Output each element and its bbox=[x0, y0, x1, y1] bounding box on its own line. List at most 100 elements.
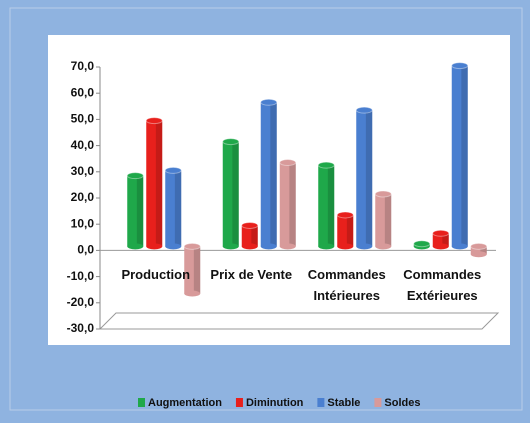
bar-bottom bbox=[279, 243, 296, 250]
bar bbox=[145, 117, 163, 250]
bar-body bbox=[241, 225, 258, 247]
bar-bottom bbox=[222, 243, 239, 250]
bar-bottom bbox=[470, 251, 487, 258]
bar-body bbox=[432, 233, 449, 247]
y-tick-label: -20,0 bbox=[67, 295, 95, 309]
bar-cap bbox=[145, 117, 163, 125]
legend-label: Soldes bbox=[384, 397, 420, 409]
bar-body bbox=[318, 165, 335, 247]
bar-shade bbox=[155, 120, 163, 247]
bar-shade bbox=[270, 102, 277, 247]
bar-shade bbox=[384, 194, 392, 247]
bar-body bbox=[127, 175, 144, 247]
bar-bottom bbox=[241, 243, 258, 250]
bar bbox=[374, 190, 392, 250]
bar-bottom bbox=[356, 243, 373, 250]
bar-body bbox=[222, 141, 239, 247]
bar-cap bbox=[126, 172, 144, 180]
bar-body bbox=[451, 65, 468, 247]
y-tick-label: 50,0 bbox=[71, 112, 95, 126]
y-tick-label: 0,0 bbox=[77, 243, 94, 257]
legend-swatch bbox=[374, 398, 382, 407]
legend-label: Diminution bbox=[246, 397, 304, 409]
bar-shade bbox=[289, 162, 296, 247]
bar-bottom bbox=[337, 243, 354, 250]
bar-body bbox=[470, 246, 487, 255]
y-tick-label: 20,0 bbox=[71, 190, 95, 204]
bar-bottom bbox=[375, 243, 392, 250]
bar bbox=[355, 106, 373, 250]
bar-cap bbox=[183, 242, 201, 250]
bar bbox=[260, 98, 278, 250]
bar-body bbox=[184, 246, 201, 294]
bar-shade bbox=[136, 175, 144, 247]
bar-cap bbox=[336, 211, 354, 219]
bar-shade bbox=[251, 225, 258, 247]
bar-cap bbox=[355, 106, 373, 114]
bar-cap bbox=[451, 62, 469, 70]
plot-panel bbox=[48, 35, 510, 345]
bar-cap bbox=[413, 240, 431, 248]
bar-shade bbox=[327, 165, 335, 247]
bar-shade bbox=[346, 214, 354, 247]
bar-body bbox=[337, 214, 354, 247]
bar-shade bbox=[461, 65, 468, 247]
y-tick-label: 40,0 bbox=[71, 138, 95, 152]
bar bbox=[317, 161, 335, 250]
y-tick-label: 30,0 bbox=[71, 164, 95, 178]
frame bbox=[9, 7, 523, 411]
bar-body bbox=[356, 110, 373, 247]
bar-bottom bbox=[146, 243, 163, 250]
x-tick-label: Production bbox=[121, 267, 191, 283]
legend-swatch bbox=[235, 398, 243, 407]
bar-body bbox=[260, 102, 277, 247]
bar-shade bbox=[232, 141, 239, 247]
bar-shade bbox=[174, 170, 182, 247]
y-tick-label: -10,0 bbox=[67, 269, 95, 283]
y-tick-label: 10,0 bbox=[71, 216, 95, 230]
bar-cap bbox=[470, 242, 488, 250]
bar-shade bbox=[193, 246, 201, 294]
legend-swatch bbox=[317, 398, 325, 407]
bar-body bbox=[146, 120, 163, 247]
bar bbox=[241, 221, 259, 250]
bar-bottom bbox=[318, 243, 335, 250]
bar-cap bbox=[241, 221, 259, 229]
bar-bottom bbox=[127, 243, 144, 250]
legend-label: Augmentation bbox=[148, 397, 222, 409]
y-tick-label: -30,0 bbox=[67, 321, 95, 335]
bar bbox=[432, 229, 450, 250]
bar-bottom bbox=[432, 243, 449, 250]
bar-cap bbox=[374, 190, 392, 198]
bar-cap bbox=[279, 159, 297, 167]
bar bbox=[126, 172, 144, 250]
bar bbox=[470, 242, 488, 258]
bar-body bbox=[165, 170, 182, 247]
floor bbox=[98, 312, 500, 330]
bar bbox=[336, 211, 354, 250]
bar-shade bbox=[442, 233, 449, 247]
bar-bottom bbox=[165, 243, 182, 250]
bar bbox=[183, 242, 201, 297]
bar bbox=[451, 62, 469, 250]
bar-bottom bbox=[451, 243, 468, 250]
legend-label: Stable bbox=[327, 397, 360, 409]
bar-bottom bbox=[184, 290, 201, 297]
bar-cap bbox=[222, 138, 240, 146]
x-tick-label: Commandes Intérieures bbox=[307, 267, 386, 304]
bar-cap bbox=[260, 98, 278, 106]
bar-cap bbox=[164, 166, 182, 174]
bar-shade bbox=[365, 110, 373, 247]
bar bbox=[413, 240, 431, 250]
bar-shade bbox=[480, 246, 487, 255]
x-tick-label: Commandes Extérieures bbox=[403, 267, 482, 304]
bar-cap bbox=[317, 161, 335, 169]
legend-swatch bbox=[138, 398, 145, 407]
bar bbox=[222, 138, 240, 250]
bar-body bbox=[375, 194, 392, 247]
bar-cap bbox=[432, 229, 450, 237]
x-tick-label: Prix de Vente bbox=[210, 267, 293, 283]
y-tick-label: 60,0 bbox=[71, 85, 95, 99]
